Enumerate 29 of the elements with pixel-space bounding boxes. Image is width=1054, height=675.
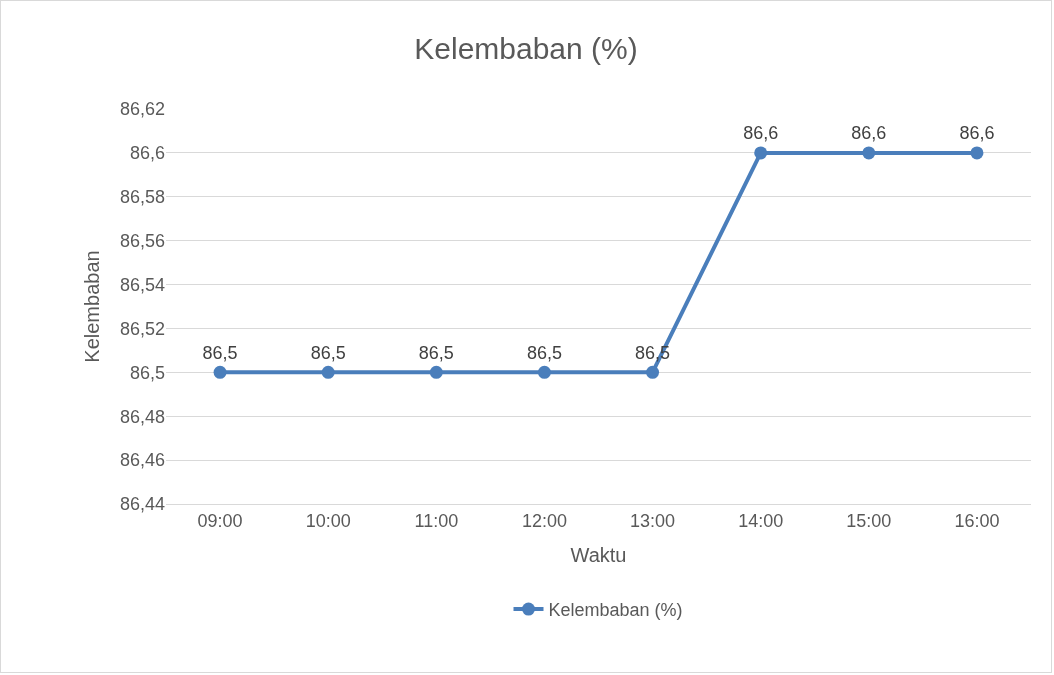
data-label: 86,6	[959, 123, 995, 144]
data-label: 86,5	[310, 342, 346, 363]
x-tick-label: 09:00	[197, 510, 243, 531]
y-tick-label: 86,58	[119, 187, 165, 208]
y-tick-label: 86,5	[129, 362, 165, 383]
x-tick-label: 10:00	[305, 510, 351, 531]
y-tick-label: 86,46	[119, 450, 165, 471]
legend-label: Kelembaban (%)	[548, 600, 683, 621]
x-tick-label: 12:00	[521, 510, 567, 531]
y-tick-label: 86,62	[119, 99, 165, 120]
y-axis-title: Kelembaban	[81, 250, 104, 363]
y-tick-label: 86,6	[129, 143, 165, 164]
chart-title: Kelembaban (%)	[414, 31, 638, 65]
x-axis-title: Waktu	[570, 544, 627, 567]
data-label: 86,6	[851, 123, 887, 144]
x-tick-label: 15:00	[846, 510, 892, 531]
x-tick-label: 13:00	[630, 510, 676, 531]
data-label: 86,5	[526, 342, 562, 363]
x-tick-label: 14:00	[738, 510, 784, 531]
y-tick-label: 86,44	[119, 494, 165, 515]
y-tick-label: 86,48	[119, 406, 165, 427]
y-tick-label: 86,52	[119, 318, 165, 339]
y-tick-label: 86,56	[119, 230, 165, 251]
data-label: 86,5	[202, 342, 238, 363]
data-label: 86,5	[418, 342, 454, 363]
data-label: 86,6	[743, 123, 779, 144]
x-tick-label: 16:00	[954, 510, 1000, 531]
x-tick-label: 11:00	[414, 510, 459, 531]
y-tick-label: 86,54	[119, 274, 165, 295]
